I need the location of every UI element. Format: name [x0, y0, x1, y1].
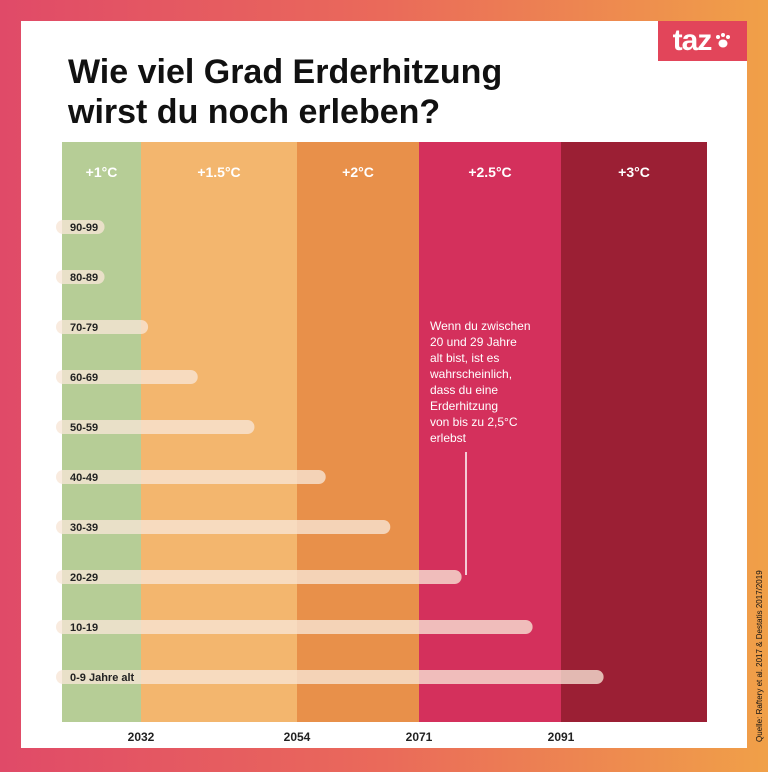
category-label: 40-49	[70, 472, 98, 484]
zone-label: +2.5°C	[468, 164, 511, 180]
zone-label: +2°C	[342, 164, 374, 180]
x-tick-label: 2032	[128, 730, 155, 744]
category-label: 80-89	[70, 272, 98, 284]
annotation-text: wahrscheinlich,	[429, 367, 512, 381]
zone-label: +3°C	[618, 164, 650, 180]
category-label: 50-59	[70, 422, 98, 434]
logo-text: taz	[672, 24, 713, 57]
category-label: 90-99	[70, 222, 98, 234]
taz-logo: taz	[658, 21, 747, 61]
annotation-text: von bis zu 2,5°C	[430, 415, 518, 429]
category-label: 70-79	[70, 322, 98, 334]
category-label: 30-39	[70, 522, 98, 534]
zone-band	[297, 142, 419, 722]
annotation-text: dass du eine	[430, 383, 498, 397]
title-line-2: wirst du noch erleben?	[68, 93, 441, 131]
category-label: 20-29	[70, 572, 98, 584]
x-tick-label: 2054	[284, 730, 311, 744]
zone-band	[561, 142, 707, 722]
paw-icon	[716, 33, 731, 48]
bar	[56, 620, 533, 634]
bar	[56, 670, 604, 684]
zone-label: +1°C	[86, 164, 118, 180]
bar	[56, 270, 105, 284]
category-label: 60-69	[70, 372, 98, 384]
title-line-1: Wie viel Grad Erderhitzung	[68, 53, 503, 91]
annotation-text: erlebst	[430, 431, 467, 445]
zone-label: +1.5°C	[197, 164, 240, 180]
category-label: 10-19	[70, 622, 98, 634]
annotation-text: Wenn du zwischen	[430, 319, 531, 333]
bar	[56, 520, 391, 534]
bar	[56, 420, 255, 434]
chart-title: Wie viel Grad Erderhitzung wirst du noch…	[68, 52, 648, 132]
category-label: 0-9 Jahre alt	[70, 672, 135, 684]
bar	[56, 220, 105, 234]
annotation-text: 20 und 29 Jahre	[430, 335, 517, 349]
bar	[56, 320, 149, 334]
x-tick-label: 2071	[406, 730, 433, 744]
annotation-text: alt bist, ist es	[430, 351, 499, 365]
bar	[56, 570, 462, 584]
bar	[56, 370, 198, 384]
annotation-text: Erderhitzung	[430, 399, 498, 413]
source-note: Quelle: Raftery et al. 2017 & Destatis 2…	[755, 570, 764, 742]
bar	[56, 470, 326, 484]
x-tick-label: 2091	[548, 730, 575, 744]
